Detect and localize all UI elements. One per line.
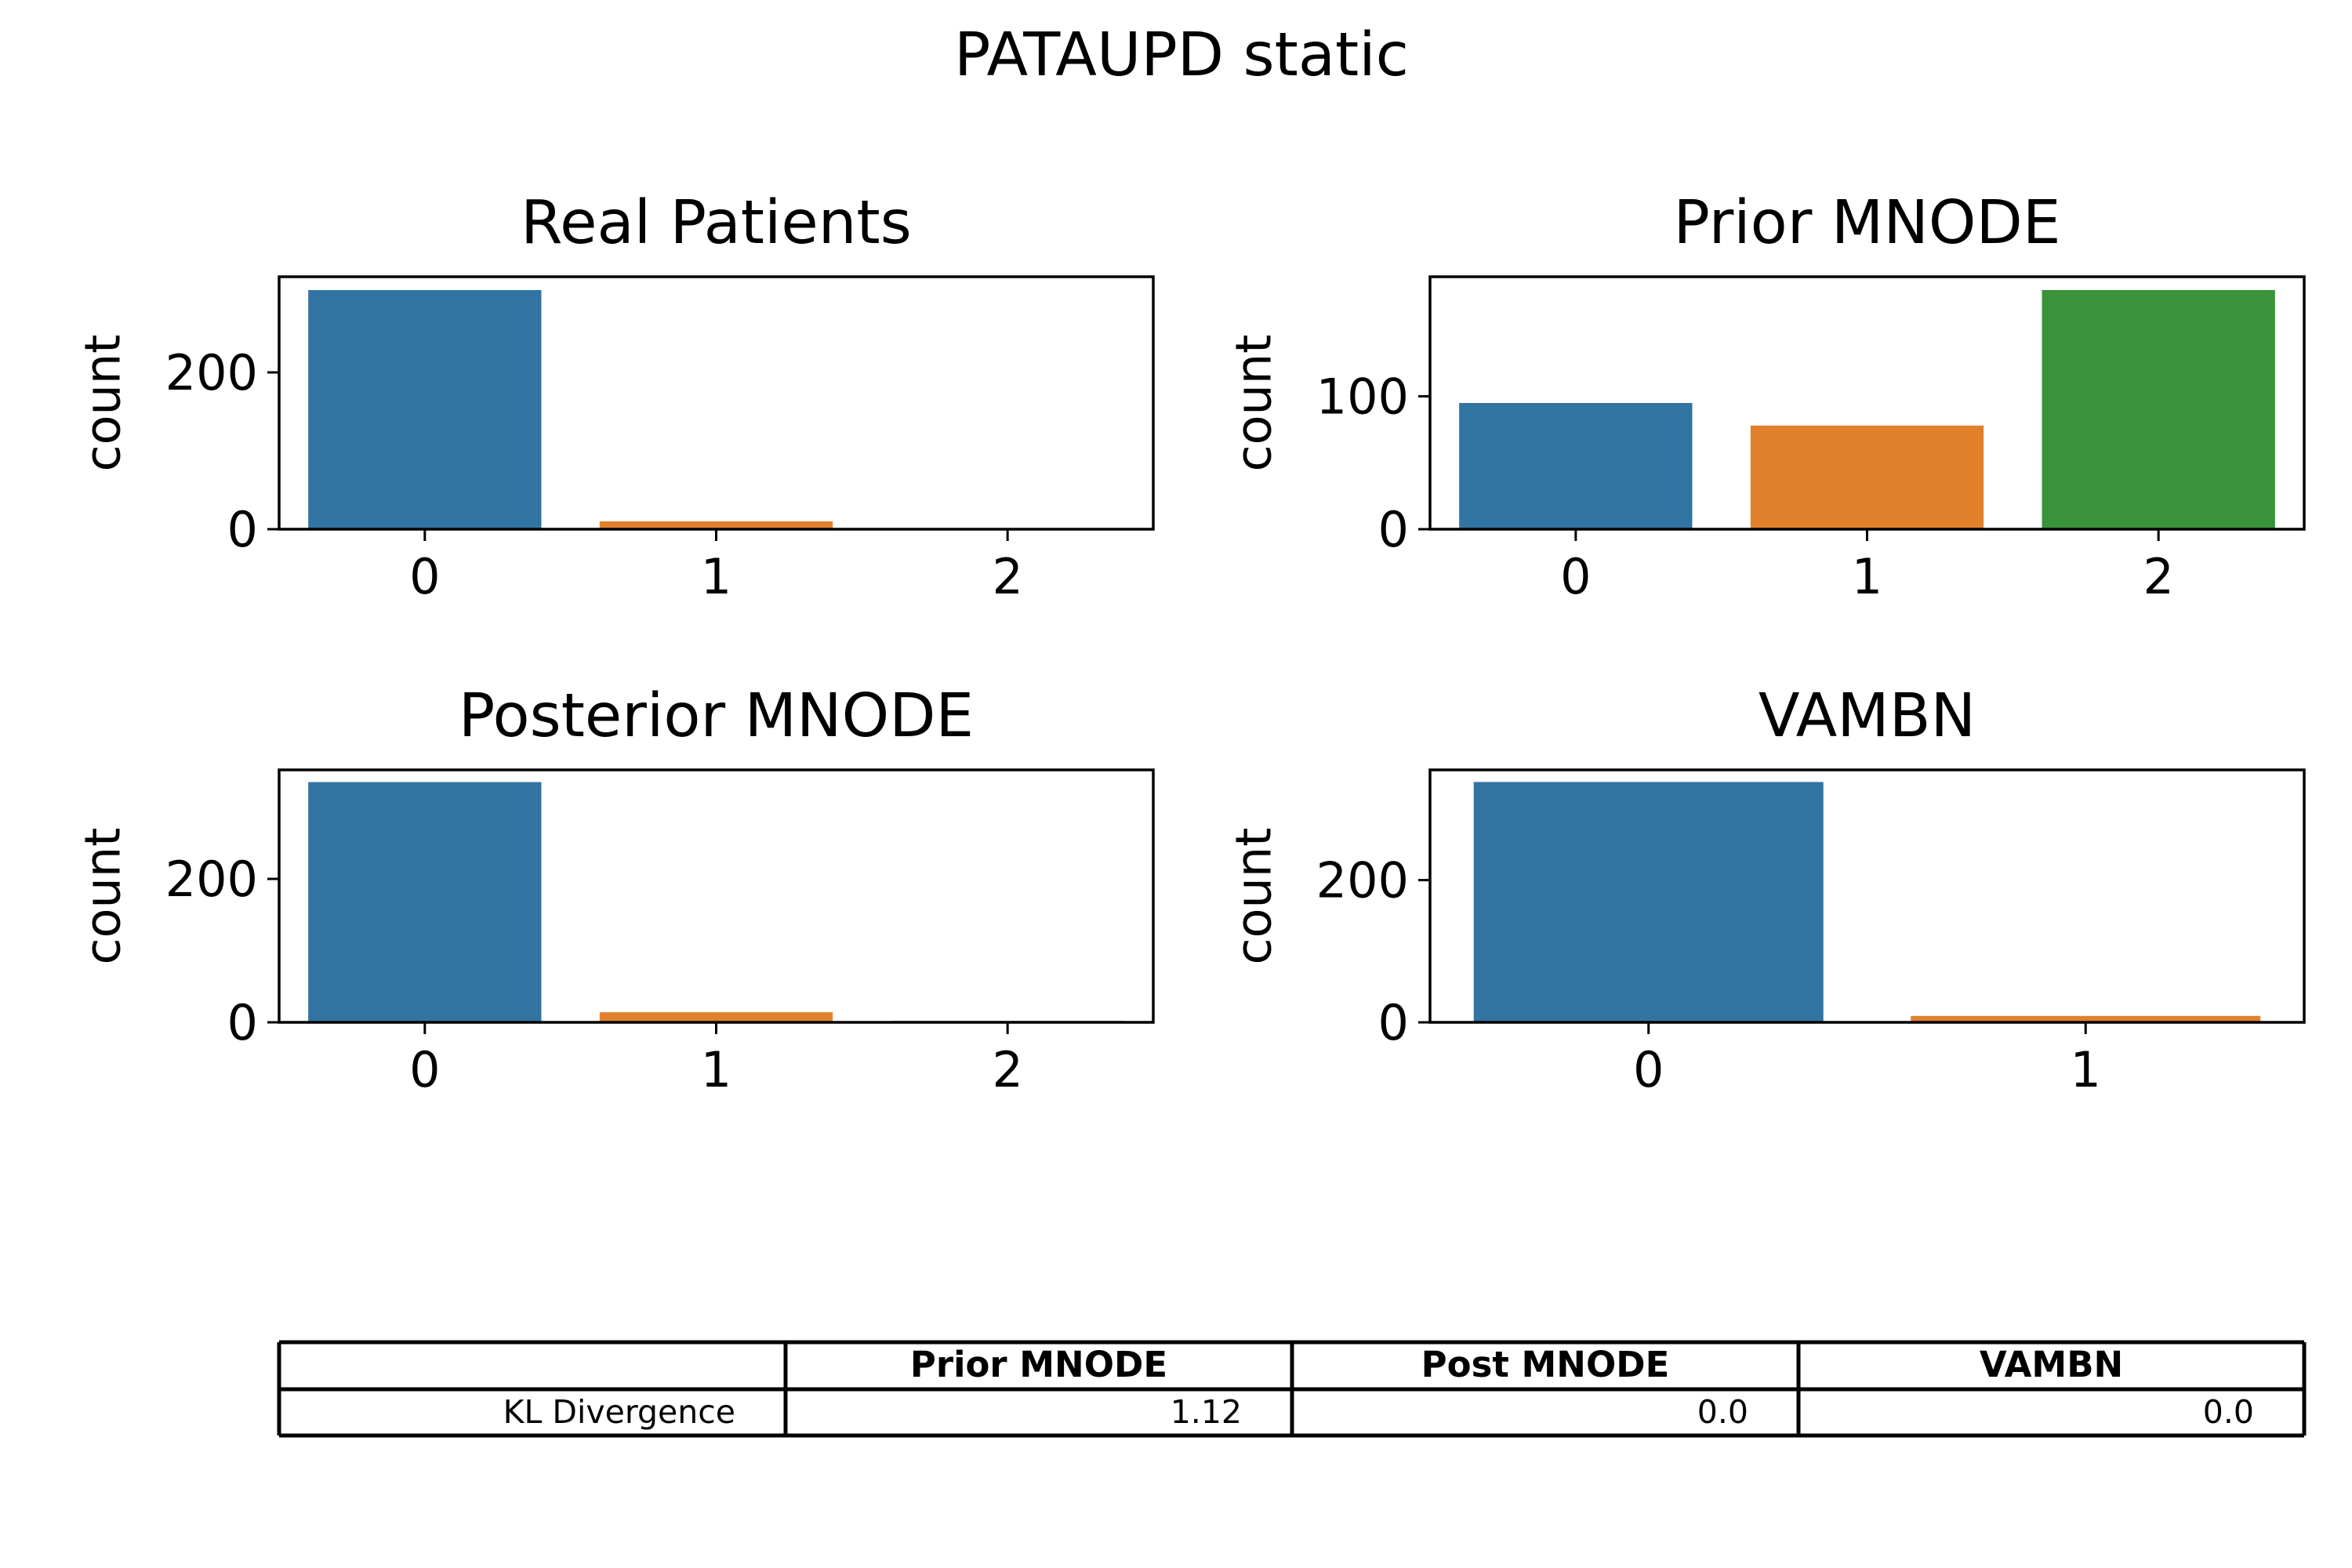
bar-1 [1750, 425, 1984, 529]
y-tick-label: 200 [165, 344, 258, 401]
x-tick-label: 1 [1852, 548, 1882, 605]
y-tick-label: 0 [1378, 501, 1409, 558]
x-tick-label: 1 [701, 1041, 731, 1098]
x-tick-label: 2 [992, 548, 1022, 605]
subplot-2: Prior MNODE 0 1 2 0 100 count [1225, 188, 2306, 605]
x-tick-label: 0 [1560, 548, 1591, 605]
subplot-3: Posterior MNODE 0 1 2 0 200 count [74, 681, 1155, 1098]
table-column-header: VAMBN [1980, 1344, 2123, 1385]
bar-0 [1473, 782, 1824, 1022]
table-cell: 0.0 [2203, 1393, 2254, 1431]
x-tick-label: 2 [2143, 548, 2173, 605]
y-tick-label: 100 [1316, 368, 1409, 426]
x-tick-label: 0 [409, 548, 440, 605]
y-axis-label: count [1225, 335, 1283, 472]
bar-0 [1459, 403, 1693, 529]
y-tick-label: 0 [227, 994, 258, 1051]
bar-1 [1911, 1015, 2261, 1022]
y-tick-label: 0 [1378, 994, 1409, 1051]
y-axis-label: count [1225, 828, 1283, 965]
figure-title: PATAUPD static [954, 20, 1409, 90]
bar-0 [308, 290, 542, 529]
y-axis-label: count [74, 828, 132, 965]
subplot-1: Real Patients 0 1 2 0 200 count [74, 188, 1155, 605]
kl-divergence-table: Prior MNODE Post MNODE VAMBN KL Divergence 1… [277, 1340, 2307, 1438]
y-tick-label: 0 [227, 501, 258, 558]
table-cell: 1.12 [1171, 1393, 1242, 1431]
plot-frame [1428, 768, 2306, 1024]
bar-0 [308, 782, 542, 1022]
bar-1 [599, 1012, 833, 1022]
x-tick-label: 1 [701, 548, 731, 605]
subplot-title: Real Patients [521, 188, 912, 258]
table-column-header: Post MNODE [1421, 1344, 1670, 1385]
y-tick-label: 200 [1316, 852, 1409, 909]
table-column-header: Prior MNODE [910, 1344, 1167, 1385]
subplot-title: Posterior MNODE [459, 681, 974, 751]
y-tick-label: 200 [165, 851, 258, 908]
subplot-4: VAMBN 0 1 0 200 count [1225, 681, 2306, 1098]
x-tick-label: 0 [409, 1041, 440, 1098]
x-tick-label: 0 [1633, 1041, 1664, 1098]
y-axis-label: count [74, 335, 132, 472]
subplot-title: Prior MNODE [1674, 188, 2061, 258]
table-cell: 0.0 [1697, 1393, 1748, 1431]
x-tick-label: 2 [992, 1041, 1022, 1098]
bar-2 [2042, 289, 2275, 529]
table-row-label: KL Divergence [503, 1393, 735, 1431]
subplot-title: VAMBN [1759, 681, 1976, 751]
x-tick-label: 1 [2071, 1041, 2101, 1098]
bar-1 [599, 521, 833, 529]
